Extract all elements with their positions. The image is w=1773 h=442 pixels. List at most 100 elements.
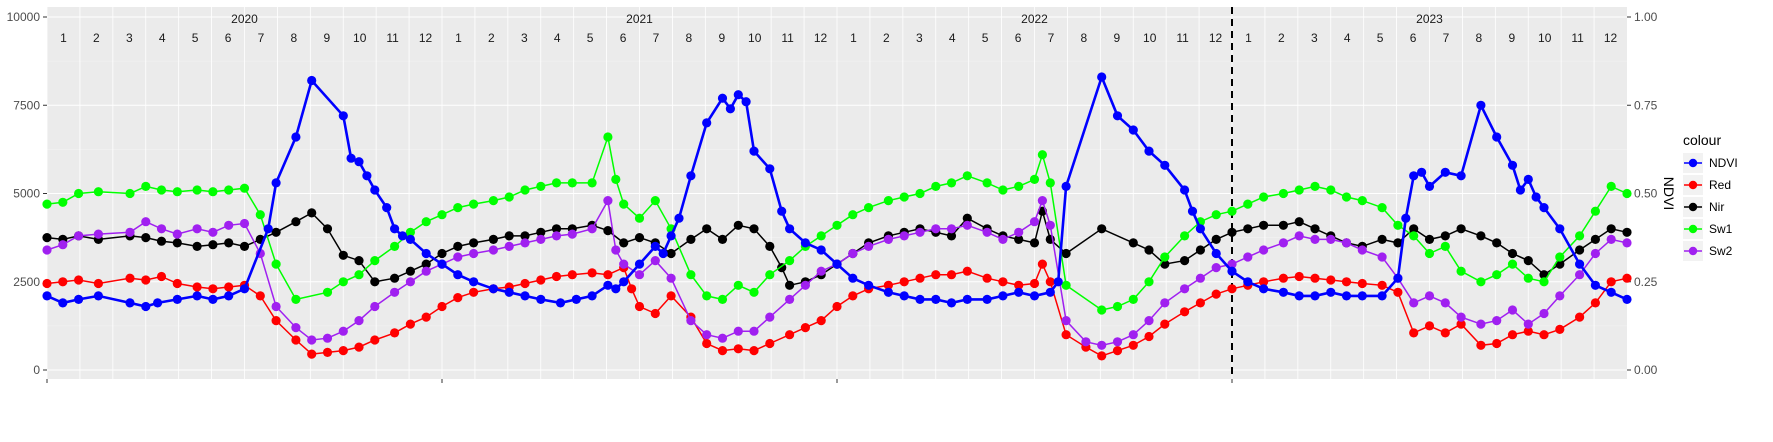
month-label: 7: [258, 31, 265, 45]
legend-key-marker: [1688, 180, 1698, 190]
data-point: [931, 270, 941, 280]
data-point: [1097, 340, 1107, 350]
data-point: [1081, 337, 1091, 347]
data-point: [239, 284, 250, 294]
data-point: [741, 97, 751, 107]
month-label: 10: [1143, 31, 1157, 45]
data-point: [1243, 252, 1253, 262]
data-point: [125, 227, 135, 237]
data-point: [141, 181, 151, 191]
month-label: 3: [916, 31, 923, 45]
month-label: 5: [982, 31, 989, 45]
data-point: [141, 233, 151, 243]
data-point: [725, 104, 736, 114]
data-point: [421, 217, 431, 227]
data-point: [634, 270, 645, 280]
data-point: [141, 275, 151, 285]
data-point: [962, 266, 972, 276]
data-point: [1606, 224, 1616, 234]
data-point: [1310, 273, 1320, 283]
data-point: [1195, 224, 1205, 234]
data-point: [405, 277, 415, 287]
legend-key-marker: [1688, 246, 1698, 256]
data-point: [1187, 206, 1198, 216]
data-point: [172, 278, 182, 289]
data-point: [1606, 234, 1616, 244]
legend: colour NDVI Red Nir Sw1 Sw2: [1683, 132, 1738, 261]
data-point: [322, 347, 333, 357]
data-point: [666, 231, 676, 241]
data-point: [291, 217, 301, 227]
data-point: [1243, 224, 1253, 234]
data-point: [1014, 280, 1024, 290]
data-point: [1326, 275, 1336, 285]
data-point: [571, 294, 581, 304]
data-point: [370, 335, 380, 345]
data-point: [1590, 298, 1600, 308]
data-point: [619, 277, 629, 287]
data-point: [192, 291, 202, 301]
month-label: 5: [1377, 31, 1384, 45]
data-point: [255, 291, 265, 301]
data-point: [488, 234, 498, 244]
month-label: 6: [620, 31, 627, 45]
data-point: [271, 316, 281, 326]
data-point: [1424, 248, 1435, 259]
data-point: [864, 241, 874, 251]
data-point: [405, 266, 415, 276]
data-point: [390, 328, 400, 338]
month-label: 8: [1476, 31, 1483, 45]
data-point: [1061, 248, 1071, 259]
legend-key-marker: [1688, 202, 1698, 212]
data-point: [883, 280, 894, 290]
data-point: [291, 323, 301, 333]
data-point: [536, 227, 546, 237]
data-point: [370, 185, 380, 195]
data-point: [307, 75, 317, 86]
month-label: 10: [1538, 31, 1552, 45]
legend-title: colour: [1683, 132, 1721, 148]
month-label: 7: [1443, 31, 1450, 45]
data-point: [899, 291, 909, 301]
data-point: [1531, 192, 1541, 202]
data-point: [1424, 181, 1435, 191]
data-point: [702, 118, 712, 128]
data-point: [453, 241, 463, 251]
data-point: [1211, 234, 1221, 244]
data-point: [931, 224, 941, 234]
data-point: [1211, 210, 1221, 220]
data-point: [1195, 245, 1205, 255]
data-point: [1622, 227, 1632, 237]
data-point: [1590, 206, 1600, 216]
data-point: [1144, 331, 1154, 342]
data-point: [469, 287, 479, 297]
data-point: [1310, 291, 1320, 301]
data-point: [1160, 160, 1170, 170]
data-point: [239, 183, 250, 193]
data-point: [749, 146, 759, 156]
data-point: [504, 231, 514, 241]
data-point: [520, 278, 530, 289]
series-ndvi: [42, 72, 1632, 312]
data-point: [816, 266, 826, 276]
data-point: [1029, 174, 1040, 184]
data-point: [1259, 220, 1269, 230]
data-point: [1227, 259, 1237, 269]
data-point: [765, 270, 775, 280]
data-point: [382, 203, 392, 213]
month-label: 12: [1209, 31, 1223, 45]
data-point: [437, 259, 447, 269]
data-point: [1357, 196, 1367, 206]
data-point: [1029, 238, 1040, 248]
data-point: [627, 284, 637, 294]
data-point: [650, 196, 660, 206]
data-point: [686, 171, 696, 181]
data-point: [551, 178, 562, 188]
month-label: 5: [587, 31, 594, 45]
data-point: [192, 185, 202, 195]
data-point: [1160, 298, 1170, 308]
data-point: [1555, 224, 1565, 234]
data-point: [1393, 273, 1403, 283]
month-label: 8: [686, 31, 693, 45]
data-point: [536, 234, 546, 244]
